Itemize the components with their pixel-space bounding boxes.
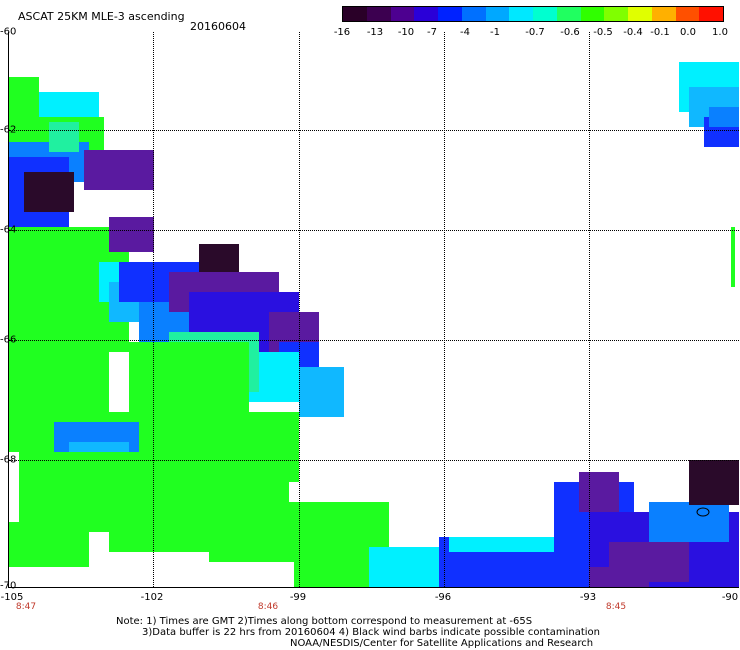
colorbar-swatch [580, 7, 605, 21]
gridline-lon [299, 32, 300, 587]
lon-label: -93 [579, 592, 597, 603]
wind-cell [84, 150, 154, 190]
note-line-1: Note: 1) Times are GMT 2)Times along bot… [116, 616, 533, 627]
lat-label: -66 [0, 334, 17, 346]
colorbar-tick-label: -13 [366, 27, 384, 38]
note-line-2: 3)Data buffer is 22 hrs from 20160604 4)… [142, 627, 600, 638]
wind-data-layer [9, 62, 739, 587]
lon-label: -96 [434, 592, 452, 603]
colorbar-swatch [390, 7, 415, 21]
gridline-lon [444, 32, 445, 587]
colorbar-swatch [556, 7, 581, 21]
wind-cell [299, 367, 344, 417]
colorbar-tick-label: -0.6 [560, 27, 580, 38]
lat-label: -68 [0, 454, 17, 466]
gridline-lat [9, 230, 739, 231]
wind-cell [689, 460, 739, 505]
wind-cell [709, 107, 739, 127]
gridline-lon [589, 32, 590, 587]
colorbar-tick-label: -16 [333, 27, 351, 38]
wind-cell [24, 172, 74, 212]
map-date: 20160604 [190, 20, 246, 33]
colorbar-tick-label: -0.4 [623, 27, 643, 38]
colorbar-tick-label: -4 [460, 27, 470, 38]
colorbar [342, 6, 724, 22]
colorbar-ticks: -16 -13 -10 -7 -4 -1 -0.7 -0.6 -0.5 -0.4 -0.1 0.0 1.… [330, 27, 740, 39]
wind-cell [649, 502, 729, 542]
colorbar-tick-label: -0.5 [593, 27, 613, 38]
colorbar-tick-label: 1.0 [712, 27, 728, 38]
gridline-lon [153, 32, 154, 587]
wind-cell [49, 122, 79, 152]
gridline-lat [9, 130, 739, 131]
lat-label: -62 [0, 124, 17, 136]
lat-label: -64 [0, 224, 17, 236]
colorbar-swatch [651, 7, 676, 21]
colorbar-tick-label: -0.7 [525, 27, 545, 38]
colorbar-swatch [485, 7, 510, 21]
colorbar-tick-label: -0.1 [650, 27, 670, 38]
lon-label: -102 [140, 592, 164, 603]
pass-time-label: 8:45 [605, 602, 627, 612]
wind-cell [731, 227, 735, 287]
wind-cell [589, 567, 649, 587]
map-plot-area [8, 32, 739, 588]
note-line-3: NOAA/NESDIS/Center for Satellite Applica… [290, 638, 594, 649]
colorbar-tick-label: -7 [427, 27, 437, 38]
lon-label: -99 [289, 592, 307, 603]
lat-label: -60 [0, 26, 17, 38]
colorbar-swatch [461, 7, 486, 21]
colorbar-swatch [628, 7, 652, 21]
colorbar-swatch [366, 7, 391, 21]
gridline-lat [9, 340, 739, 341]
gridline-lat [9, 460, 739, 461]
colorbar-swatch [699, 7, 723, 21]
wind-cell [109, 217, 154, 252]
colorbar-swatch [604, 7, 628, 21]
contamination-marker [696, 507, 710, 517]
pass-time-label: 8:46 [257, 602, 279, 612]
colorbar-tick-label: -10 [397, 27, 415, 38]
lon-label: -105 [0, 592, 24, 603]
pass-time-label: 8:47 [15, 602, 37, 612]
colorbar-swatch [509, 7, 533, 21]
colorbar-tick-label: 0.0 [680, 27, 696, 38]
map-title: ASCAT 25KM MLE-3 ascending [18, 10, 185, 23]
colorbar-swatch [414, 7, 438, 21]
colorbar-swatch [343, 7, 367, 21]
colorbar-tick-label: -1 [490, 27, 500, 38]
colorbar-swatch [533, 7, 557, 21]
wind-cell [369, 547, 439, 587]
wind-cell [579, 472, 619, 512]
wind-cell [9, 522, 89, 567]
lat-label: -70 [0, 580, 17, 592]
lon-label: -90 [721, 592, 739, 603]
colorbar-swatch [675, 7, 700, 21]
colorbar-swatch [438, 7, 462, 21]
